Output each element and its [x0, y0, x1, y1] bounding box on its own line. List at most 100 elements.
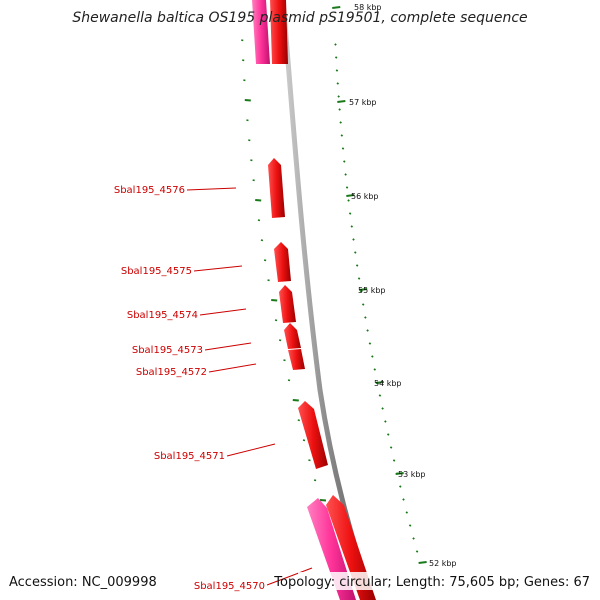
inner-tick — [283, 359, 286, 362]
gene-arrows — [252, 0, 376, 600]
scale-minor-tick — [381, 407, 384, 410]
gene-label-sbal195-4573[interactable]: Sbal195_4573 — [132, 345, 203, 356]
gene-arrow-top-red[interactable] — [270, 0, 288, 64]
scale-minor-tick — [337, 95, 340, 98]
inner-tick — [313, 479, 317, 482]
scale-minor-tick — [371, 355, 374, 358]
gene-label-sbal195-4571[interactable]: Sbal195_4571 — [154, 451, 225, 462]
scale-minor-tick — [368, 342, 372, 345]
inner-tick — [255, 199, 262, 202]
inner-tick — [287, 379, 291, 382]
gene-arrow-sbal195-4573[interactable] — [284, 323, 301, 349]
inner-tick-ring — [241, 39, 335, 542]
gene-leader-lines — [186, 187, 313, 586]
scale-minor-tick — [343, 160, 346, 163]
inner-tick — [274, 319, 278, 322]
gene-label-sbal195-4572[interactable]: Sbal195_4572 — [136, 367, 207, 378]
gene-arrow-sbal195-4576[interactable] — [268, 158, 285, 218]
inner-tick — [250, 159, 253, 162]
scale-minor-tick — [361, 303, 365, 306]
scale-minor-tick — [344, 173, 347, 176]
scale-minor-tick — [392, 459, 396, 462]
scale-minor-tick — [378, 394, 382, 397]
inner-tick — [278, 339, 282, 342]
scale-minor-tick — [334, 43, 337, 46]
inner-tick — [302, 439, 306, 442]
scale-label-54kbp: 54 kbp — [374, 379, 402, 388]
gene-arrow-sbal195-4571[interactable] — [298, 401, 328, 469]
scale-label-56kbp: 56 kbp — [351, 192, 379, 201]
scale-minor-tick — [345, 186, 349, 189]
scale-minor-tick — [341, 147, 345, 150]
inner-tick — [252, 179, 255, 182]
scale-minor-tick — [359, 290, 363, 293]
scale-major-tick — [332, 6, 341, 9]
inner-tick — [297, 419, 300, 422]
scale-minor-tick — [352, 238, 355, 241]
inner-tick — [260, 239, 264, 242]
inner-tick — [308, 459, 311, 462]
inner-tick — [243, 79, 246, 82]
accession-text: Accession: NC_009998 — [9, 575, 157, 590]
inner-tick — [242, 59, 245, 62]
gene-labels: Sbal195_4576 Sbal195_4575 Sbal195_4574 S… — [114, 185, 265, 592]
scale-minor-tick — [386, 433, 390, 436]
scale-minor-tick — [366, 329, 369, 332]
scale-minor-tick — [350, 225, 354, 228]
scale-minor-tick — [373, 368, 377, 371]
gene-arrow-sbal195-4574[interactable] — [279, 285, 296, 323]
gene-label-sbal195-4575[interactable]: Sbal195_4575 — [121, 266, 192, 277]
gene-label-sbal195-4574[interactable]: Sbal195_4574 — [127, 310, 198, 321]
scale-minor-tick — [348, 212, 352, 215]
scale-minor-tick — [355, 264, 359, 267]
inner-tick — [257, 219, 261, 222]
scale-minor-tick — [408, 524, 412, 527]
scale-label-53kbp: 53 kbp — [398, 470, 426, 479]
summary-text: Topology: circular; Length: 75,605 bp; G… — [273, 575, 590, 590]
inner-tick — [271, 299, 278, 302]
scale-major-tick — [395, 472, 404, 475]
scale-minor-tick — [340, 134, 344, 137]
scale-major-tick — [346, 194, 355, 197]
scale-minor-tick — [334, 56, 338, 59]
scale-minor-tick — [399, 485, 402, 488]
inner-tick — [319, 499, 327, 502]
scale-minor-tick — [389, 446, 393, 449]
scale-major-tick — [337, 100, 346, 103]
gene-label-sbal195-4576[interactable]: Sbal195_4576 — [114, 185, 185, 196]
scale-minor-tick — [347, 199, 350, 202]
scale-labels: 58 kbp 57 kbp 56 kbp 55 kbp 54 kbp 53 kb… — [349, 2, 457, 568]
scale-major-tick — [375, 381, 384, 384]
scale-label-58kbp: 58 kbp — [354, 3, 382, 12]
inner-tick — [241, 39, 244, 42]
inner-tick — [267, 279, 270, 282]
scale-minor-tick — [412, 537, 415, 540]
scale-minor-tick — [354, 251, 357, 254]
scale-minor-tick — [384, 420, 387, 423]
scale-minor-tick — [405, 511, 409, 514]
scale-label-57kbp: 57 kbp — [349, 98, 377, 107]
gene-label-sbal195-4570[interactable]: Sbal195_4570 — [194, 581, 265, 592]
scale-minor-tick — [357, 277, 361, 280]
scale-label-52kbp: 52 kbp — [429, 559, 457, 568]
inner-tick — [244, 99, 251, 102]
inner-tick — [263, 259, 267, 262]
scale-major-tick — [359, 288, 368, 291]
scale-ring — [332, 6, 427, 564]
scale-minor-tick — [402, 498, 405, 501]
gene-arrow-sbal195-4572[interactable] — [288, 349, 305, 370]
gene-arrow-top-pink[interactable] — [252, 0, 270, 64]
scale-minor-tick — [364, 316, 367, 319]
scale-minor-tick — [415, 550, 419, 553]
scale-major-tick — [418, 561, 427, 564]
inner-tick — [246, 119, 249, 122]
gene-arrow-sbal195-4575[interactable] — [274, 242, 291, 282]
inner-tick — [292, 399, 299, 402]
scale-minor-tick — [336, 82, 340, 85]
scale-minor-tick — [339, 121, 342, 124]
scale-minor-tick — [335, 69, 339, 72]
map-title: Shewanella baltica OS195 plasmid pS19501… — [72, 10, 527, 26]
inner-tick — [248, 139, 251, 142]
scale-label-55kbp: 55 kbp — [358, 286, 386, 295]
